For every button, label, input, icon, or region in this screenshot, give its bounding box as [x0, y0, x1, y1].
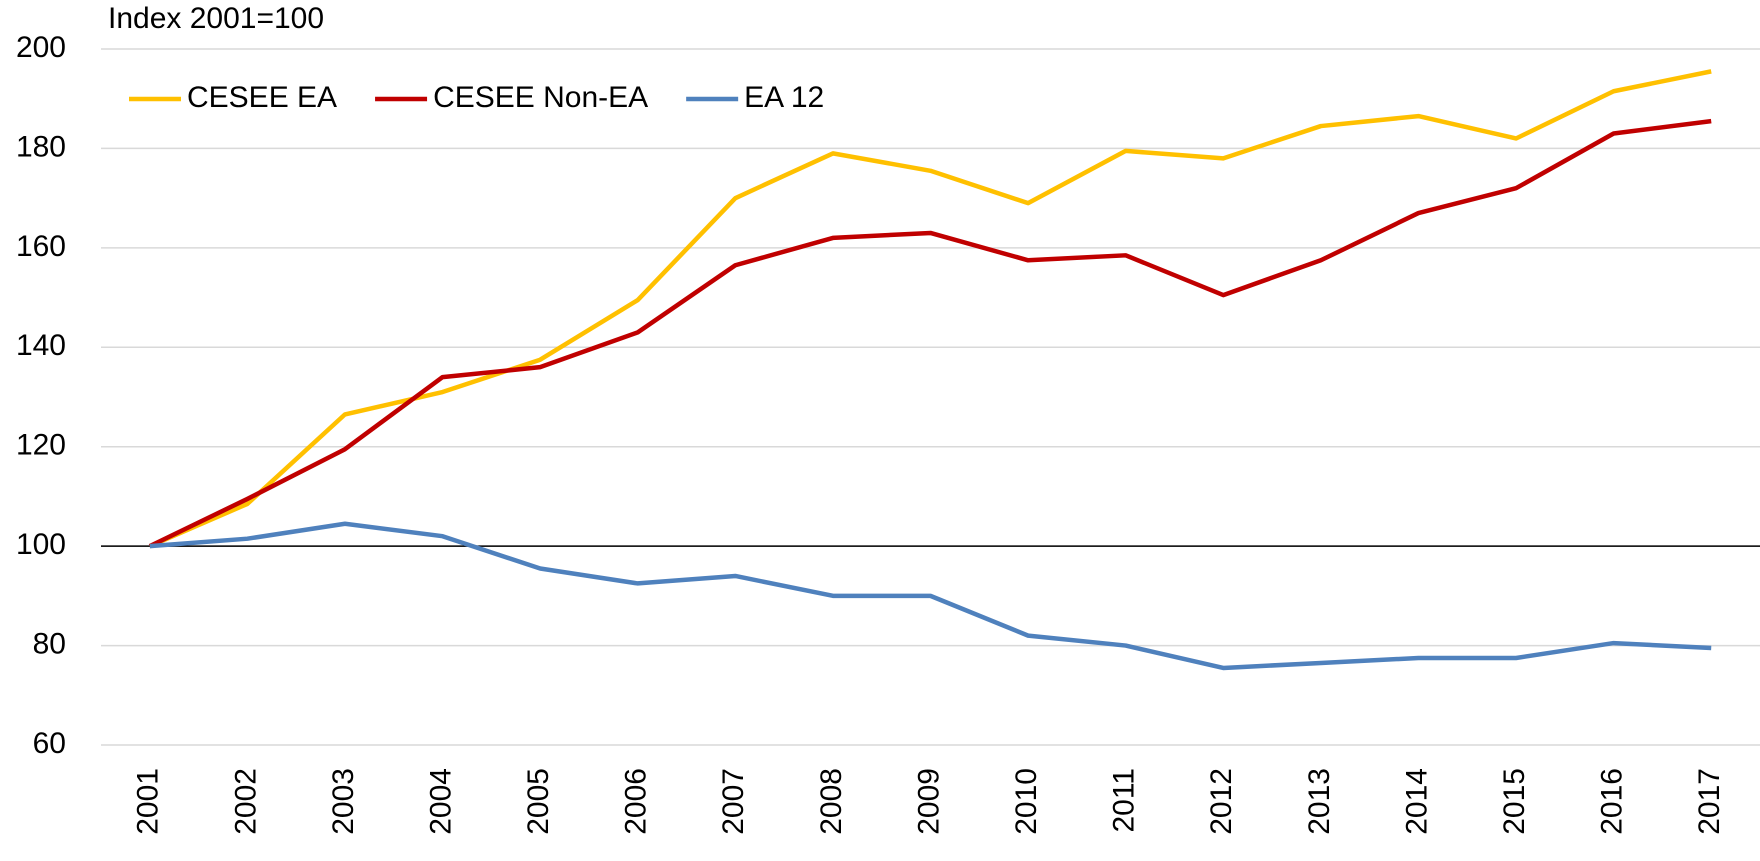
x-tick-label: 2010	[1010, 768, 1043, 835]
x-tick-label: 2011	[1108, 768, 1141, 833]
series-line	[148, 69, 1712, 549]
series-line	[148, 118, 1712, 549]
y-tick-label: 100	[16, 528, 66, 561]
y-tick-label: 80	[33, 627, 66, 660]
legend-label: CESEE EA	[187, 81, 337, 114]
x-tick-label: 2013	[1303, 768, 1336, 835]
x-tick-label: 2017	[1693, 768, 1726, 835]
x-tick-label: 2009	[912, 768, 945, 835]
x-tick-label: 2005	[522, 768, 555, 835]
x-tick-label: 2008	[815, 768, 848, 835]
x-tick-label: 2006	[620, 768, 653, 835]
x-tick-label: 2007	[717, 768, 750, 835]
x-tick-label: 2002	[229, 768, 262, 835]
series-line	[149, 521, 1712, 671]
x-tick-label: 2012	[1205, 768, 1238, 835]
x-tick-label: 2001	[132, 768, 165, 835]
x-tick-label: 2016	[1596, 768, 1629, 835]
y-tick-label: 180	[16, 130, 66, 163]
legend-label: CESEE Non-EA	[433, 81, 648, 114]
y-tick-label: 200	[16, 31, 66, 64]
y-tick-label: 160	[16, 230, 66, 263]
legend-label: EA 12	[744, 81, 824, 114]
x-tick-label: 2004	[424, 768, 457, 835]
x-tick-label: 2003	[327, 768, 360, 835]
y-tick-label: 60	[33, 727, 66, 760]
y-axis-label: Index 2001=100	[108, 2, 324, 35]
x-tick-label: 2014	[1400, 768, 1433, 835]
y-tick-label: 120	[16, 429, 66, 462]
y-tick-label: 140	[16, 329, 66, 362]
x-tick-label: 2015	[1498, 768, 1531, 835]
